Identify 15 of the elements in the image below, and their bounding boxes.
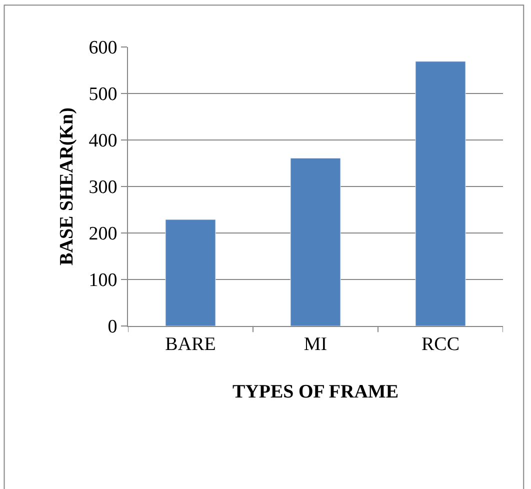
bar [415,61,466,326]
y-tick-label: 0 [108,316,118,338]
y-tick-label: 400 [88,130,118,152]
y-tick-label: 100 [88,270,118,292]
y-axis-title: BASE SHEAR(Kn) [56,108,78,266]
y-tick-label: 200 [88,224,118,245]
x-tick-label: RCC [421,334,460,355]
x-tick-label: BARE [165,334,216,355]
bar [290,158,341,326]
x-tick-label: MI [304,334,328,355]
y-tick-label: 500 [88,84,118,106]
y-tick-label: 300 [88,177,118,198]
y-tick-label: 600 [88,38,118,59]
bar [165,219,216,326]
x-axis-title: TYPES OF FRAME [232,382,399,403]
